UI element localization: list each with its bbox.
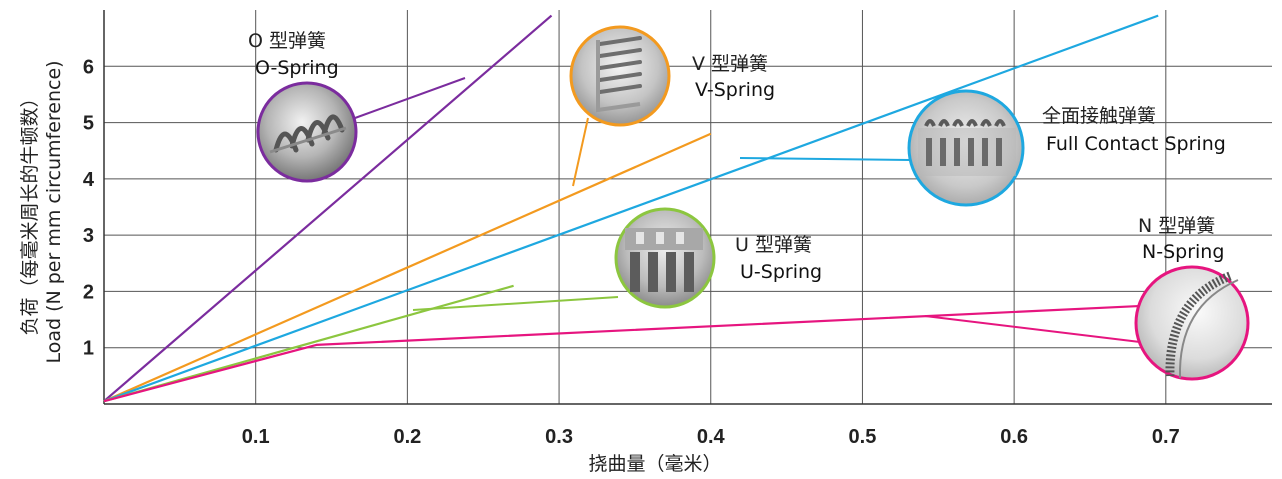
x-tick-label: 0.1 bbox=[242, 426, 270, 448]
y-axis-label-en: Load (N per mm circumference) bbox=[43, 60, 65, 363]
y-tick-label: 3 bbox=[83, 225, 94, 247]
series-lines bbox=[103, 14, 1159, 403]
v-spring-label: V 型弹簧 V-Spring bbox=[692, 53, 775, 101]
n-spring-callout-line bbox=[924, 315, 1141, 343]
series-line-u-spring bbox=[103, 284, 514, 403]
full-contact-callout-line bbox=[739, 157, 911, 161]
series-line-full-contact-spring bbox=[103, 14, 1159, 403]
series-line-v-spring bbox=[103, 132, 712, 403]
x-tick-label: 0.6 bbox=[1000, 426, 1028, 448]
v-spring-label-en: V-Spring bbox=[695, 79, 775, 101]
y-tick-label: 2 bbox=[83, 281, 94, 303]
o-spring-label-en: O-Spring bbox=[255, 57, 339, 79]
o-spring-photo bbox=[256, 81, 358, 183]
x-tick-label: 0.4 bbox=[697, 426, 726, 448]
n-spring-label: N 型弹簧 N-Spring bbox=[1138, 215, 1224, 263]
y-tick-label: 6 bbox=[83, 56, 94, 78]
axes bbox=[103, 10, 1272, 405]
tick-labels: 0.1 0.2 0.3 0.4 0.5 0.6 0.7 1 2 3 4 5 6 bbox=[83, 56, 1180, 448]
full-contact-spring-label-zh: 全面接触弹簧 bbox=[1042, 105, 1156, 127]
o-spring-callout-line bbox=[354, 77, 466, 119]
series-line-n-spring bbox=[103, 304, 1151, 403]
v-spring-label-zh: V 型弹簧 bbox=[692, 53, 768, 75]
n-spring-photo bbox=[1134, 265, 1250, 381]
y-tick-label: 1 bbox=[83, 338, 94, 360]
full-contact-spring-label: 全面接触弹簧 Full Contact Spring bbox=[1042, 105, 1226, 155]
series-line-o-spring bbox=[103, 14, 553, 403]
full-contact-spring-label-en: Full Contact Spring bbox=[1046, 133, 1226, 155]
x-axis-label: 挠曲量（毫米） bbox=[588, 453, 721, 475]
v-spring-photo bbox=[569, 25, 671, 127]
x-tick-label: 0.2 bbox=[393, 426, 421, 448]
n-spring-label-en: N-Spring bbox=[1142, 241, 1224, 263]
full-contact-spring-photo bbox=[907, 89, 1025, 207]
u-spring-photo bbox=[614, 207, 716, 309]
u-spring-label-en: U-Spring bbox=[740, 261, 822, 283]
o-spring-label: O 型弹簧 O-Spring bbox=[248, 30, 339, 79]
y-tick-label: 4 bbox=[83, 169, 95, 191]
v-spring-callout-line bbox=[572, 117, 589, 187]
o-spring-label-zh: O 型弹簧 bbox=[248, 30, 326, 52]
u-spring-label: U 型弹簧 U-Spring bbox=[735, 234, 822, 283]
callout-lines bbox=[354, 77, 1141, 343]
u-spring-callout-line bbox=[412, 296, 619, 311]
x-tick-label: 0.5 bbox=[849, 426, 877, 448]
x-tick-label: 0.3 bbox=[545, 426, 573, 448]
u-spring-label-zh: U 型弹簧 bbox=[735, 234, 812, 256]
y-axis-label-zh: 负荷（每毫米周长的牛顿数） bbox=[19, 88, 41, 335]
n-spring-label-zh: N 型弹簧 bbox=[1138, 215, 1215, 237]
y-tick-label: 5 bbox=[83, 113, 94, 135]
x-tick-label: 0.7 bbox=[1152, 426, 1180, 448]
